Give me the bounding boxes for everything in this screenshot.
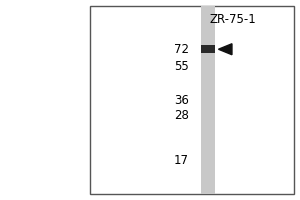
Text: ZR-75-1: ZR-75-1 [209,13,256,26]
Bar [0,0,90,200]
Text: 55: 55 [174,60,189,73]
Text: 72: 72 [174,43,189,56]
Text: 17: 17 [174,154,189,167]
Text: 36: 36 [174,94,189,106]
Bar [201,6,215,194]
Bar [201,45,215,53]
Bar [90,6,294,194]
Polygon shape [218,44,232,55]
Text: 28: 28 [174,109,189,122]
